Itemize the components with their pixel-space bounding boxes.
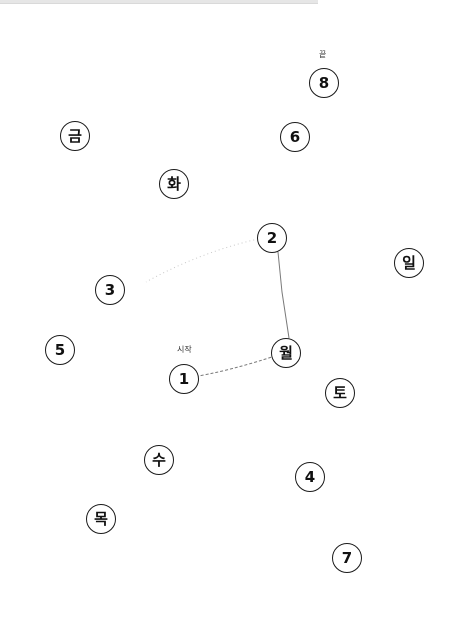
node-4[interactable]: 4 [295, 462, 325, 492]
end-label: 끝 [319, 50, 327, 59]
node-tue[interactable]: 화 [159, 169, 189, 199]
top-toolbar-strip [0, 0, 318, 4]
node-wed[interactable]: 수 [144, 445, 174, 475]
node-2[interactable]: 2 [257, 223, 287, 253]
node-5[interactable]: 5 [45, 335, 75, 365]
node-sun[interactable]: 일 [394, 248, 424, 278]
start-label: 시작 [177, 345, 192, 354]
node-mon[interactable]: 월 [271, 338, 301, 368]
node-thu[interactable]: 목 [86, 504, 116, 534]
node-3[interactable]: 3 [95, 275, 125, 305]
node-7[interactable]: 7 [332, 543, 362, 573]
node-fri[interactable]: 금 [60, 121, 90, 151]
node-sat[interactable]: 토 [325, 378, 355, 408]
path-segment-mon-to-2 [277, 251, 290, 339]
node-1[interactable]: 1 [169, 364, 199, 394]
node-6[interactable]: 6 [280, 122, 310, 152]
node-8[interactable]: 8 [309, 68, 339, 98]
path-segment-2-to-3 [145, 237, 263, 283]
path-segment-1-to-mon [185, 352, 285, 379]
